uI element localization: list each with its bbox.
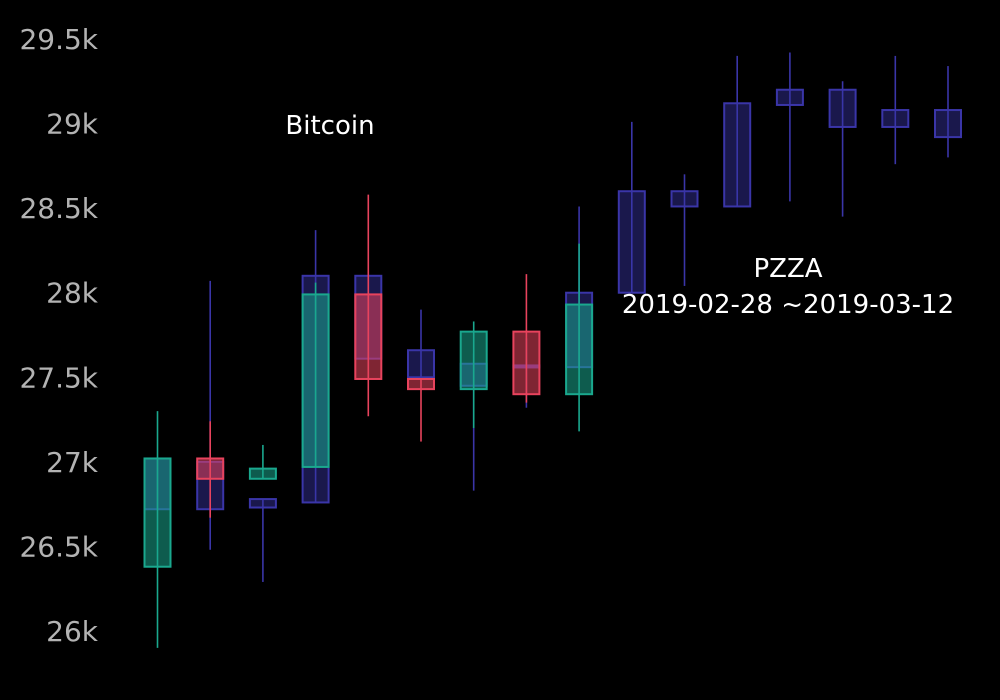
pzza-candle-body [881,109,910,128]
pzza-series-label: PZZA [753,254,822,284]
y-tick-label: 26.5k [19,530,98,563]
pzza-candle-body [775,88,804,106]
pzza-candle-body [723,102,752,208]
y-tick-label: 27.5k [19,361,98,394]
bitcoin-candle-body [196,457,225,480]
bitcoin-candle-body [301,293,330,468]
bitcoin-candle-body [512,330,541,396]
pzza-candle-body [407,349,435,379]
y-tick-label: 29.5k [19,23,98,56]
bitcoin-series-label: Bitcoin [285,111,374,141]
bitcoin-candle-body [354,293,383,380]
bitcoin-candle-body [565,303,594,396]
pzza-candle-body [248,498,277,509]
y-tick-label: 26k [46,615,99,648]
y-tick-label: 28k [46,277,99,310]
pzza-period-label: 2019-02-28 ~2019-03-12 [622,290,954,320]
y-tick-label: 27k [46,446,99,479]
y-tick-label: 29k [46,108,99,141]
bitcoin-candle-body [407,377,435,391]
bitcoin-candle-body [143,457,172,568]
pzza-candle-body [828,88,857,128]
pzza-candle-body [934,109,962,139]
y-axis: 26k 26.5k 27k 27.5k 28k 28.5k 29k 29.5k [19,23,98,648]
bitcoin-candle-body [248,467,277,480]
bitcoin-series [143,194,594,648]
pzza-candle-body [670,190,699,208]
y-tick-label: 28.5k [19,192,98,225]
pzza-candle-body [617,190,646,294]
bitcoin-candle-body [459,330,488,391]
